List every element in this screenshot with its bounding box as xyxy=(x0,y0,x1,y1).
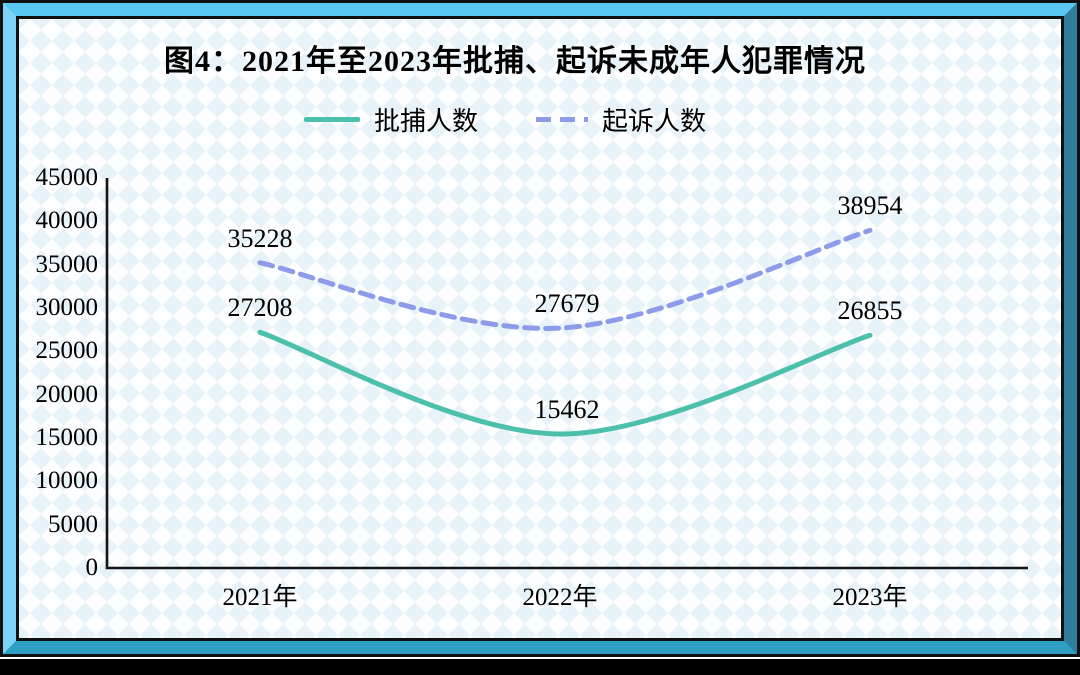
series-line-1 xyxy=(257,227,873,331)
arrested-line-swatch xyxy=(303,116,360,122)
series-line-0 xyxy=(257,329,873,437)
legend-item-prosecuted: 起诉人数 xyxy=(536,101,706,138)
bottom-black-band xyxy=(0,659,1080,675)
legend-label-prosecuted: 起诉人数 xyxy=(602,106,707,136)
legend: 批捕人数 起诉人数 xyxy=(0,102,1010,136)
legend-label-arrested: 批捕人数 xyxy=(373,106,478,136)
chart-title: 图4：2021年至2023年批捕、起诉未成年人犯罪情况 xyxy=(164,45,866,78)
legend-item-arrested: 批捕人数 xyxy=(303,101,478,138)
axes xyxy=(105,178,1028,570)
prosecuted-line-swatch xyxy=(536,116,588,122)
